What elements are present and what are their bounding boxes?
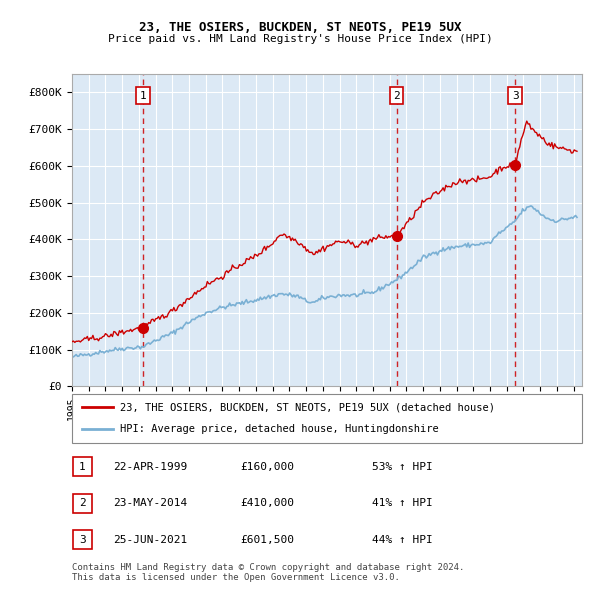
Text: 23-MAY-2014: 23-MAY-2014 (113, 499, 187, 508)
FancyBboxPatch shape (72, 394, 582, 442)
Text: 53% ↑ HPI: 53% ↑ HPI (372, 462, 433, 471)
Text: £410,000: £410,000 (240, 499, 294, 508)
Text: 41% ↑ HPI: 41% ↑ HPI (372, 499, 433, 508)
Text: 44% ↑ HPI: 44% ↑ HPI (372, 535, 433, 545)
Text: 2: 2 (394, 91, 400, 101)
Text: Contains HM Land Registry data © Crown copyright and database right 2024.
This d: Contains HM Land Registry data © Crown c… (72, 563, 464, 582)
Text: 23, THE OSIERS, BUCKDEN, ST NEOTS, PE19 5UX (detached house): 23, THE OSIERS, BUCKDEN, ST NEOTS, PE19 … (121, 402, 496, 412)
Text: £601,500: £601,500 (240, 535, 294, 545)
Text: 3: 3 (512, 91, 518, 101)
Text: HPI: Average price, detached house, Huntingdonshire: HPI: Average price, detached house, Hunt… (121, 424, 439, 434)
Text: 25-JUN-2021: 25-JUN-2021 (113, 535, 187, 545)
FancyBboxPatch shape (73, 494, 92, 513)
FancyBboxPatch shape (73, 457, 92, 476)
Text: Price paid vs. HM Land Registry's House Price Index (HPI): Price paid vs. HM Land Registry's House … (107, 34, 493, 44)
Text: 1: 1 (140, 91, 146, 101)
Text: 1: 1 (79, 462, 86, 471)
Text: 23, THE OSIERS, BUCKDEN, ST NEOTS, PE19 5UX: 23, THE OSIERS, BUCKDEN, ST NEOTS, PE19 … (139, 21, 461, 34)
FancyBboxPatch shape (73, 530, 92, 549)
Text: £160,000: £160,000 (240, 462, 294, 471)
Text: 3: 3 (79, 535, 86, 545)
Text: 22-APR-1999: 22-APR-1999 (113, 462, 187, 471)
Text: 2: 2 (79, 499, 86, 508)
